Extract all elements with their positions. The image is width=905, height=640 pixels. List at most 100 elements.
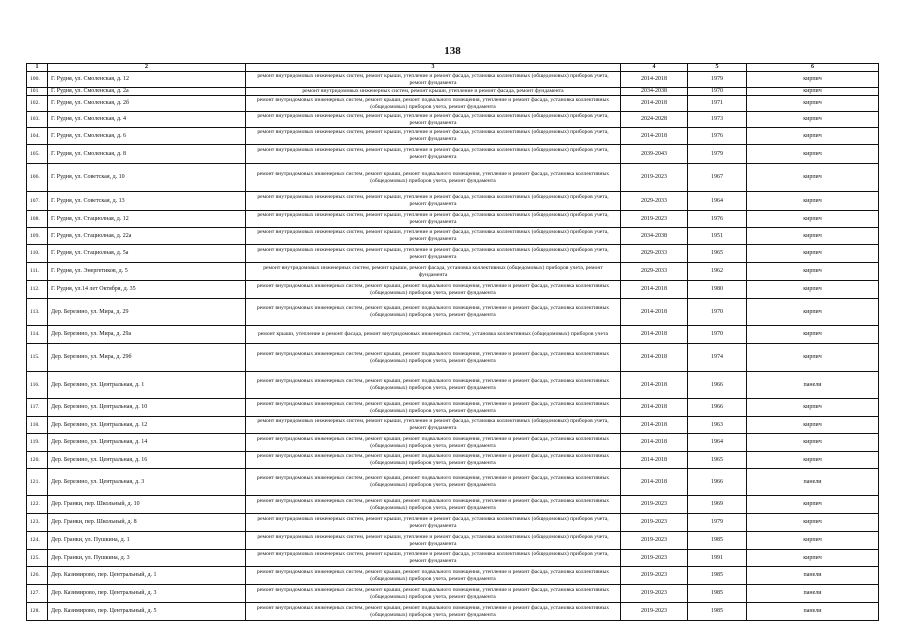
wall-material-cell: панели: [746, 371, 879, 399]
works-cell: ремонт внутридомовых инженерных систем, …: [245, 513, 621, 532]
works-cell: ремонт внутридомовых инженерных систем, …: [245, 566, 621, 585]
build-year-cell: 1969: [687, 495, 747, 514]
row-number: 120.: [26, 451, 48, 469]
row-number: 101: [26, 87, 48, 96]
works-cell: ремонт внутридомовых инженерных систем, …: [245, 531, 621, 550]
address-cell: Дер. Гранки, ул. Пушкина, д. 3: [47, 549, 246, 567]
wall-material-cell: панели: [746, 468, 879, 496]
address-cell: Г. Рудня, ул.14 лет Октября, д. 35: [47, 280, 246, 299]
row-number: 117.: [26, 398, 48, 417]
row-number: 100.: [26, 71, 48, 88]
address-cell: Г. Рудня, ул. Энергетиков, д. 5: [47, 262, 246, 281]
address-cell: Дер. Казимирово, пер. Центральный, д. 1: [47, 566, 246, 585]
column-header: 6: [746, 63, 879, 72]
address-cell: Дер. Березино, ул. Мира, д. 29б: [47, 343, 246, 372]
wall-material-cell: кирпич: [746, 513, 879, 532]
wall-material-cell: кирпич: [746, 298, 879, 326]
table-row: 124. Дер. Гранки, ул. Пушкина, д. 1 ремонт…: [26, 531, 879, 550]
table-row: 106. Г. Рудня, ул. Советская, д. 10 ремонт…: [26, 163, 879, 192]
wall-material-cell: кирпич: [746, 244, 879, 263]
row-number: 104.: [26, 127, 48, 145]
address-cell: Дер. Казимирово, пер. Центральный, д. 5: [47, 602, 246, 621]
column-header: 3: [245, 63, 621, 72]
period-cell: 2014-2018: [620, 433, 688, 452]
build-year-cell: 1966: [687, 468, 747, 496]
row-number: 128.: [26, 602, 48, 621]
column-header: 4: [620, 63, 688, 72]
table-row: 112. Г. Рудня, ул.14 лет Октября, д. 35 ре…: [26, 280, 879, 299]
table-row: 117. Дер. Березино, ул. Центральная, д. 1…: [26, 398, 879, 417]
row-number: 106.: [26, 163, 48, 192]
table-row: 125. Дер. Гранки, ул. Пушкина, д. 3 ремонт…: [26, 549, 879, 567]
address-cell: Г. Рудня, ул. Стациолная, д. 22а: [47, 227, 246, 245]
page-number: 138: [444, 45, 461, 57]
wall-material-cell: кирпич: [746, 416, 879, 434]
period-cell: 2014-2018: [620, 343, 688, 372]
build-year-cell: 1976: [687, 127, 747, 145]
period-cell: 2014-2018: [620, 398, 688, 417]
row-number: 108.: [26, 210, 48, 228]
build-year-cell: 1963: [687, 416, 747, 434]
row-number: 107.: [26, 191, 48, 211]
table-row: 118. Дер. Березино, ул. Центральная, д. 1…: [26, 416, 879, 434]
works-cell: ремонт внутридомовых инженерных систем, …: [245, 262, 621, 281]
period-cell: 2019-2023: [620, 549, 688, 567]
period-cell: 2029-2033: [620, 191, 688, 211]
works-cell: ремонт внутридомовых инженерных систем, …: [245, 371, 621, 399]
wall-material-cell: кирпич: [746, 262, 879, 281]
period-cell: 2029-2033: [620, 244, 688, 263]
wall-material-cell: кирпич: [746, 495, 879, 514]
address-cell: Дер. Березино, ул. Центральная, д. 10: [47, 398, 246, 417]
period-cell: 2019-2023: [620, 566, 688, 585]
works-cell: ремонт внутридомовых инженерных систем, …: [245, 111, 621, 128]
build-year-cell: 1991: [687, 549, 747, 567]
wall-material-cell: кирпич: [746, 144, 879, 164]
wall-material-cell: кирпич: [746, 227, 879, 245]
address-cell: Дер. Казимирово, пер. Центральный, д. 3: [47, 584, 246, 603]
period-cell: 2019-2023: [620, 163, 688, 192]
row-number: 103.: [26, 111, 48, 128]
period-cell: 2014-2018: [620, 71, 688, 88]
wall-material-cell: кирпич: [746, 210, 879, 228]
wall-material-cell: кирпич: [746, 325, 879, 344]
row-number: 119.: [26, 433, 48, 452]
row-number: 118.: [26, 416, 48, 434]
period-cell: 2014-2018: [620, 468, 688, 496]
period-cell: 2019-2023: [620, 531, 688, 550]
wall-material-cell: панели: [746, 566, 879, 585]
row-number: 105.: [26, 144, 48, 164]
address-cell: Дер. Березино, ул. Центральная, д. 12: [47, 416, 246, 434]
address-cell: Дер. Гранки, пер. Школьный, д. 10: [47, 495, 246, 514]
table-row: 119. Дер. Березино, ул. Центральная, д. 1…: [26, 433, 879, 452]
wall-material-cell: панели: [746, 584, 879, 603]
works-cell: ремонт внутридомовых инженерных систем, …: [245, 602, 621, 621]
address-cell: Дер. Березино, ул. Мира, д. 29а: [47, 325, 246, 344]
wall-material-cell: кирпич: [746, 433, 879, 452]
build-year-cell: 1965: [687, 244, 747, 263]
row-number: 123.: [26, 513, 48, 532]
works-cell: ремонт внутридомовых инженерных систем, …: [245, 468, 621, 496]
column-header: 5: [687, 63, 747, 72]
build-year-cell: 1970: [687, 87, 747, 96]
address-cell: Г. Рудня, ул. Смоленская, д. 8: [47, 144, 246, 164]
address-cell: Дер. Березино, ул. Центральная, д. 1: [47, 371, 246, 399]
row-number: 109.: [26, 227, 48, 245]
works-cell: ремонт внутридомовых инженерных систем, …: [245, 144, 621, 164]
row-number: 110.: [26, 244, 48, 263]
period-cell: 2019-2023: [620, 602, 688, 621]
works-cell: ремонт внутридомовых инженерных систем, …: [245, 163, 621, 192]
table-row: 111. Г. Рудня, ул. Энергетиков, д. 5 ремон…: [26, 262, 879, 281]
works-cell: ремонт внутридомовых инженерных систем, …: [245, 227, 621, 245]
header-row: 1 2 3 4 5 6: [26, 63, 879, 72]
period-cell: 2039-2043: [620, 144, 688, 164]
address-cell: Г. Рудня, ул. Стациолная, д. 5а: [47, 244, 246, 263]
wall-material-cell: кирпич: [746, 163, 879, 192]
table-row: 126. Дер. Казимирово, пер. Центральный, д…: [26, 566, 879, 585]
wall-material-cell: кирпич: [746, 95, 879, 112]
build-year-cell: 1967: [687, 163, 747, 192]
works-cell: ремонт внутридомовых инженерных систем, …: [245, 433, 621, 452]
period-cell: 2014-2018: [620, 298, 688, 326]
table-row: 110. Г. Рудня, ул. Стациолная, д. 5а ремон…: [26, 244, 879, 263]
table-row: 102. Г. Рудня, ул. Смоленская, д. 2б ремон…: [26, 95, 879, 112]
address-cell: Дер. Гранки, ул. Пушкина, д. 1: [47, 531, 246, 550]
